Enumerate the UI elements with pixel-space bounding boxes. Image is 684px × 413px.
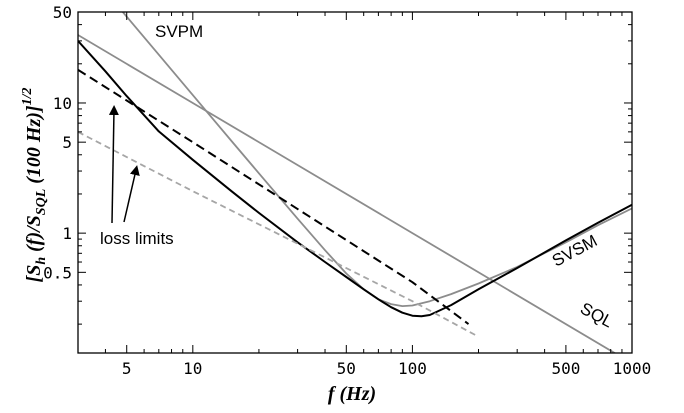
x-axis-title: f (Hz) xyxy=(328,383,376,405)
y-tick-label: 10 xyxy=(53,94,72,113)
tick-labels-layer: 5 10 50 100 500 1000 0.5 1 5 10 50 xyxy=(43,3,651,378)
series-loss-limit-2 xyxy=(78,131,479,338)
loss-limit-arrow-1 xyxy=(108,105,119,224)
y-tick-label: 5 xyxy=(62,133,72,152)
x-tick-label: 100 xyxy=(398,359,427,378)
loss-limit-arrow-2 xyxy=(123,165,140,223)
loss-limits-label: loss limits xyxy=(100,229,174,248)
sql-label: SQL xyxy=(577,299,616,332)
svg-text:[Sh (f)/SSQL (100 Hz)]1/2: [Sh (f)/SSQL (100 Hz)]1/2 xyxy=(20,88,49,283)
plot-frame xyxy=(77,11,633,354)
ticks-layer xyxy=(77,11,633,353)
x-tick-label: 10 xyxy=(183,359,202,378)
x-tick-label: 5 xyxy=(122,359,132,378)
svpm-label: SVPM xyxy=(155,22,203,41)
x-tick-label: 1000 xyxy=(613,359,652,378)
x-tick-label: 50 xyxy=(337,359,356,378)
x-tick-label: 500 xyxy=(551,359,580,378)
y-tick-label: 0.5 xyxy=(43,263,72,282)
series-svsm xyxy=(78,40,632,318)
y-tick-label: 1 xyxy=(62,224,72,243)
series-sql xyxy=(78,34,617,353)
y-axis-title: [Sh (f)/SSQL (100 Hz)]1/2 xyxy=(20,88,49,283)
y-tick-label: 50 xyxy=(53,3,72,22)
series-svpm xyxy=(122,12,632,308)
series-layer xyxy=(78,12,632,353)
